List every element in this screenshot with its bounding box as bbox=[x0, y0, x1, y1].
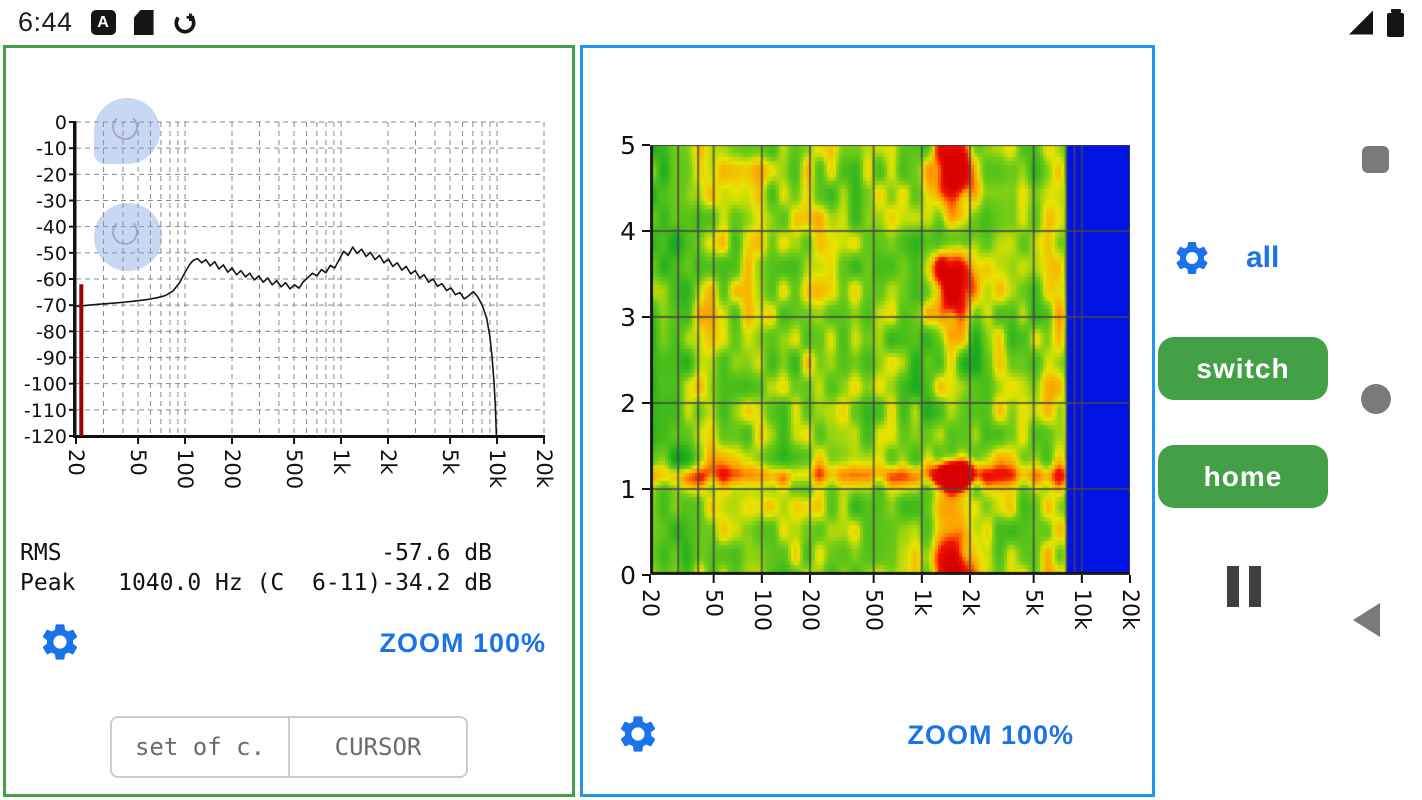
clock: 6:44 bbox=[18, 7, 73, 37]
svg-text:-10: -10 bbox=[36, 138, 67, 160]
svg-text:3: 3 bbox=[620, 303, 636, 332]
svg-text:0: 0 bbox=[55, 112, 67, 134]
cursor-button[interactable]: CURSOR bbox=[290, 718, 466, 776]
svg-text:-120: -120 bbox=[24, 426, 67, 448]
status-bar: 6:44 A bbox=[0, 0, 1422, 45]
svg-text:4: 4 bbox=[620, 217, 636, 246]
switch-button[interactable]: switch bbox=[1158, 337, 1328, 400]
svg-text:-100: -100 bbox=[24, 374, 67, 396]
rms-label: RMS bbox=[20, 540, 62, 566]
svg-text:-60: -60 bbox=[36, 269, 67, 291]
svg-text:50: 50 bbox=[126, 449, 150, 476]
all-label[interactable]: all bbox=[1246, 241, 1280, 274]
svg-text:-30: -30 bbox=[36, 191, 67, 213]
svg-text:500: 500 bbox=[282, 449, 306, 489]
pause-bar-icon bbox=[1249, 566, 1261, 607]
android-recents-button[interactable] bbox=[1362, 146, 1389, 173]
touch-ripple-icon bbox=[112, 219, 138, 245]
svg-text:0: 0 bbox=[620, 561, 636, 590]
set-of-c-button[interactable]: set of c. bbox=[112, 718, 288, 776]
svg-text:10k: 10k bbox=[1069, 589, 1094, 630]
signal-icon bbox=[1349, 10, 1373, 35]
svg-text:-50: -50 bbox=[36, 243, 67, 265]
measurement-readout: RMS -57.6 dB Peak 1040.0 Hz (C 6-11) -34… bbox=[20, 538, 492, 598]
pause-button[interactable] bbox=[1227, 566, 1261, 607]
zoom-level-label: ZOOM 100% bbox=[907, 720, 1074, 750]
svg-text:20: 20 bbox=[64, 449, 88, 476]
svg-text:-40: -40 bbox=[36, 217, 67, 239]
peak-detail: 1040.0 Hz (C 6-11) bbox=[118, 570, 382, 596]
home-button[interactable]: home bbox=[1158, 445, 1328, 508]
svg-text:1k: 1k bbox=[329, 449, 353, 475]
svg-text:200: 200 bbox=[797, 589, 822, 631]
svg-text:2k: 2k bbox=[376, 449, 400, 475]
spectrum-chart[interactable]: 0 -10 -20 -30 -40 -50 -60 -70 -80 -90 -100 -110 -120… bbox=[6, 48, 572, 568]
svg-text:20k: 20k bbox=[1117, 589, 1142, 630]
rms-value: -57.6 dB bbox=[381, 540, 492, 566]
settings-gear-button[interactable] bbox=[616, 712, 660, 756]
svg-text:500: 500 bbox=[861, 589, 886, 631]
svg-text:10k: 10k bbox=[485, 449, 509, 489]
peak-row: Peak 1040.0 Hz (C 6-11) -34.2 dB bbox=[20, 568, 492, 598]
status-bar-left: 6:44 A bbox=[18, 7, 198, 38]
zoom-level-label: ZOOM 100% bbox=[379, 628, 546, 658]
mode-button-group: set of c. CURSOR bbox=[110, 716, 468, 778]
rms-row: RMS -57.6 dB bbox=[20, 538, 492, 568]
svg-text:-20: -20 bbox=[36, 164, 67, 186]
svg-text:5k: 5k bbox=[438, 449, 462, 475]
gear-icon[interactable] bbox=[1172, 238, 1212, 278]
settings-gear-button[interactable] bbox=[38, 620, 82, 664]
svg-text:1: 1 bbox=[620, 475, 636, 504]
svg-text:100: 100 bbox=[749, 589, 774, 631]
spectrogram-panel[interactable]: 5 4 3 2 1 0 20 50 100 200 500 1k 2k 5k 10k 20k ZOOM 100… bbox=[580, 45, 1155, 797]
svg-text:2: 2 bbox=[620, 389, 636, 418]
button-divider bbox=[288, 718, 290, 776]
svg-text:2k: 2k bbox=[957, 589, 982, 616]
android-home-button[interactable] bbox=[1361, 384, 1391, 414]
svg-text:20: 20 bbox=[637, 589, 662, 617]
svg-text:-110: -110 bbox=[24, 400, 67, 422]
touch-indicator bbox=[94, 203, 162, 271]
peak-label: Peak bbox=[20, 570, 76, 596]
svg-text:200: 200 bbox=[220, 449, 244, 489]
svg-text:100: 100 bbox=[173, 449, 197, 489]
svg-text:5k: 5k bbox=[1021, 589, 1046, 616]
svg-text:-80: -80 bbox=[36, 321, 67, 343]
touch-indicator bbox=[94, 98, 160, 164]
battery-icon bbox=[1387, 8, 1404, 37]
svg-text:1k: 1k bbox=[909, 589, 934, 616]
sd-card-icon bbox=[133, 10, 154, 35]
spectrum-panel[interactable]: 0 -10 -20 -30 -40 -50 -60 -70 -80 -90 -100 -110 -120… bbox=[3, 45, 575, 797]
svg-text:20k: 20k bbox=[532, 449, 556, 489]
peak-value: -34.2 dB bbox=[381, 570, 492, 596]
settings-all-control[interactable]: all bbox=[1172, 238, 1279, 278]
pause-bar-icon bbox=[1227, 566, 1239, 607]
svg-text:50: 50 bbox=[701, 589, 726, 617]
svg-text:5: 5 bbox=[620, 131, 636, 160]
data-saver-icon bbox=[172, 10, 198, 36]
android-back-button[interactable] bbox=[1353, 603, 1380, 637]
status-bar-right bbox=[1349, 8, 1404, 37]
a-badge-icon: A bbox=[90, 10, 116, 35]
touch-ripple-icon bbox=[112, 114, 138, 140]
spectrogram-chart[interactable] bbox=[650, 145, 1130, 575]
svg-text:-70: -70 bbox=[36, 295, 67, 317]
svg-text:-90: -90 bbox=[36, 348, 67, 370]
